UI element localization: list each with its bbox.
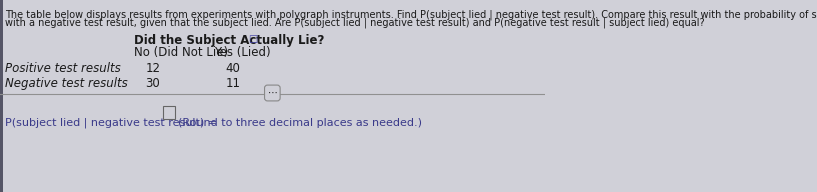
Text: Negative test results: Negative test results bbox=[6, 77, 128, 90]
Text: ⋯: ⋯ bbox=[267, 88, 277, 98]
FancyBboxPatch shape bbox=[163, 106, 175, 119]
Text: 12: 12 bbox=[145, 62, 160, 75]
Text: The table below displays results from experiments with polygraph instruments. Fi: The table below displays results from ex… bbox=[6, 9, 817, 20]
Text: □: □ bbox=[248, 34, 257, 44]
Text: 30: 30 bbox=[145, 77, 160, 90]
Text: Yes (Lied): Yes (Lied) bbox=[213, 46, 270, 59]
Text: Did the Subject Actually Lie?: Did the Subject Actually Lie? bbox=[133, 34, 324, 47]
FancyBboxPatch shape bbox=[0, 0, 2, 192]
Text: 11: 11 bbox=[225, 77, 241, 90]
Text: No (Did Not Lie): No (Did Not Lie) bbox=[133, 46, 228, 59]
Text: P(subject lied | negative test result) =: P(subject lied | negative test result) = bbox=[6, 118, 217, 128]
Text: 40: 40 bbox=[225, 62, 240, 75]
Text: Positive test results: Positive test results bbox=[6, 62, 121, 75]
Text: (Round to three decimal places as needed.): (Round to three decimal places as needed… bbox=[178, 118, 422, 128]
Text: with a negative test result, given that the subject lied. Are P(subject lied | n: with a negative test result, given that … bbox=[6, 18, 705, 28]
